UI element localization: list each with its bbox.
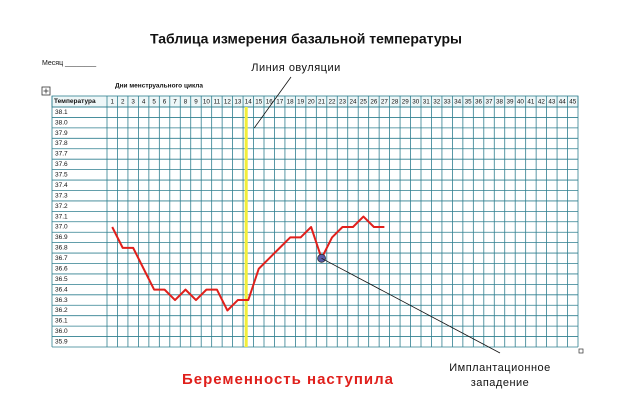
pointer — [321, 257, 501, 354]
y-tick-label: 37.8 — [55, 140, 68, 147]
x-tick-label: 35 — [465, 99, 473, 106]
temperature-line — [111, 215, 385, 312]
y-tick-label: 37.1 — [55, 213, 68, 220]
y-tick-label: 36.8 — [55, 245, 68, 252]
note: Беременность наступила — [182, 371, 394, 388]
y-tick-label: 37.5 — [55, 172, 68, 179]
y-tick-label: 37.0 — [55, 224, 68, 231]
x-tick-label: 19 — [297, 99, 305, 106]
x-tick-label: 33 — [444, 99, 452, 106]
x-tick-label: 25 — [360, 99, 368, 106]
implantation-label: западение — [471, 377, 530, 389]
x-tick-label: 40 — [517, 99, 525, 106]
x-tick-label: 30 — [412, 99, 420, 106]
x-tick-label: 8 — [184, 99, 188, 106]
ovulation-label: Линия овуляции — [251, 62, 341, 74]
x-tick-label: 26 — [370, 99, 378, 106]
x-tick-label: 6 — [163, 99, 167, 106]
x-tick-label: 7 — [173, 99, 177, 106]
x-tick-label: 10 — [203, 99, 211, 106]
x-tick-label: 11 — [214, 99, 221, 106]
x-tick-label: 17 — [276, 99, 284, 106]
x-tick-label: 29 — [402, 99, 410, 106]
x-tick-label: 37 — [486, 99, 494, 106]
x-tick-label: 12 — [224, 99, 232, 106]
header-label: Температура — [54, 98, 96, 105]
y-tick-label: 37.2 — [55, 203, 68, 210]
x-tick-label: 41 — [527, 99, 535, 106]
y-tick-label: 36.9 — [55, 234, 68, 241]
x-tick-label: 3 — [131, 99, 135, 106]
y-tick-label: 35.9 — [55, 339, 68, 346]
x-tick-label: 43 — [548, 99, 556, 106]
y-tick-label: 36.0 — [55, 328, 68, 335]
x-tick-label: 2 — [121, 99, 125, 106]
x-tick-label: 38 — [496, 99, 504, 106]
y-tick-label: 38.1 — [55, 109, 68, 116]
x-tick-label: 44 — [559, 99, 567, 106]
x-tick-label: 21 — [318, 99, 326, 106]
x-tick-label: 13 — [234, 99, 242, 106]
y-tick-label: 36.6 — [55, 265, 68, 272]
x-tick-label: 23 — [339, 99, 347, 106]
x-tick-label: 18 — [287, 99, 295, 106]
y-tick-label: 37.6 — [55, 161, 68, 168]
x-tick-label: 27 — [381, 99, 389, 106]
x-tick-label: 28 — [391, 99, 399, 106]
x-tick-label: 39 — [506, 99, 514, 106]
x-tick-label: 45 — [569, 99, 577, 106]
x-tick-label: 42 — [538, 99, 546, 106]
x-tick-label: 31 — [423, 99, 431, 106]
x-tick-label: 34 — [454, 99, 462, 106]
x-tick-label: 22 — [329, 99, 337, 106]
x-tick-label: 1 — [110, 99, 114, 106]
implantation-label: Имплантационное — [449, 362, 551, 374]
y-tick-label: 37.7 — [55, 151, 68, 158]
y-tick-label: 38.0 — [55, 119, 68, 126]
y-tick-label: 37.3 — [55, 192, 68, 199]
y-tick-label: 36.2 — [55, 307, 68, 314]
x-tick-label: 36 — [475, 99, 483, 106]
x-tick-label: 24 — [349, 99, 357, 106]
x-tick-label: 16 — [266, 99, 274, 106]
y-tick-label: 36.5 — [55, 276, 68, 283]
x-tick-label: 5 — [152, 99, 156, 106]
pointer — [253, 76, 292, 129]
y-tick-label: 36.1 — [55, 318, 68, 325]
x-tick-label: 4 — [142, 99, 146, 106]
x-tick-label: 20 — [308, 99, 316, 106]
x-tick-label: 15 — [255, 99, 263, 106]
y-tick-label: 36.4 — [55, 286, 68, 293]
x-tick-label: 32 — [433, 99, 441, 106]
y-tick-label: 36.7 — [55, 255, 68, 262]
x-tick-label: 9 — [194, 99, 198, 106]
chart-title: Таблица измерения базальной температуры — [150, 31, 462, 47]
x-label: Дни менструального цикла — [115, 83, 203, 90]
y-tick-label: 37.9 — [55, 130, 68, 137]
y-tick-label: 37.4 — [55, 182, 68, 189]
x-tick-label: 14 — [245, 99, 253, 106]
month-label: Месяц ________ — [42, 60, 96, 67]
resize-handle — [578, 348, 584, 354]
y-tick-label: 36.3 — [55, 297, 68, 304]
expand-icon — [41, 86, 51, 96]
